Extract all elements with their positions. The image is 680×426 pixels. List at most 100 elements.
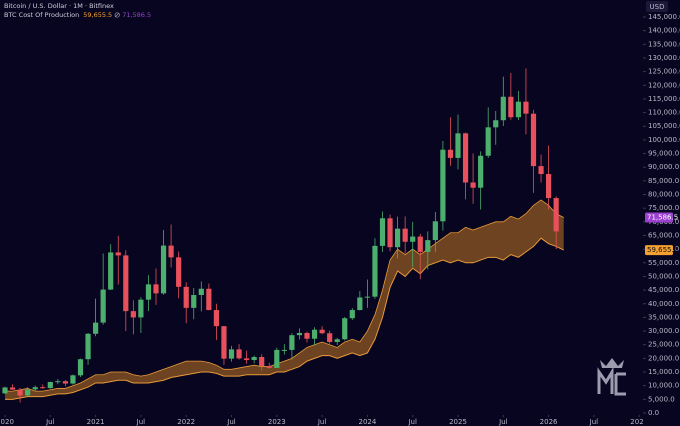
candle-body: [319, 329, 325, 334]
candle-body: [130, 311, 136, 318]
candle-body: [85, 333, 91, 360]
candle-body: [236, 349, 242, 359]
x-tick-label: Jul: [407, 418, 417, 426]
candle-body: [77, 359, 84, 376]
y-tick-label: 95,000.0: [648, 150, 679, 158]
y-tick-label: 35,000.0: [648, 313, 679, 321]
y-tick-label: 115,000.0: [648, 95, 680, 103]
x-tick-label: 2027: [630, 418, 648, 426]
candle-body: [17, 389, 23, 396]
x-tick-label: 2024: [358, 418, 376, 426]
candle-body: [357, 297, 363, 311]
candle-body: [402, 228, 408, 242]
watermark-logo: [597, 358, 626, 396]
candle-body: [259, 357, 265, 367]
price-tag-upper: [645, 212, 673, 223]
candle-body: [191, 295, 197, 308]
candle-body: [440, 149, 446, 222]
y-tick-label: 85,000.0: [648, 177, 679, 185]
x-tick-label: Jul: [317, 418, 327, 426]
x-tick-label: 2021: [87, 418, 105, 426]
cost-band-lower: [5, 237, 564, 400]
x-tick-label: 2026: [540, 418, 558, 426]
indicator-upper-value: 71,586.5: [122, 11, 151, 19]
candle-body: [206, 288, 212, 311]
candle-body: [379, 218, 386, 246]
y-tick-label: 90,000.0: [648, 163, 679, 171]
candle-body: [213, 310, 219, 327]
x-tick-label: Jul: [136, 418, 146, 426]
y-tick-label: 120,000.0: [648, 81, 680, 89]
candle-body: [395, 228, 401, 248]
candle-body: [530, 113, 537, 167]
candle-body: [334, 339, 340, 342]
candle-body: [485, 127, 491, 156]
y-tick-label: 30,000.0: [648, 327, 679, 335]
candle-body: [153, 284, 159, 294]
y-tick-label: 25,000.0: [648, 341, 679, 349]
candle-body: [176, 257, 182, 287]
candle-body: [311, 329, 318, 339]
candle-body: [523, 101, 529, 114]
x-tick-label: Jul: [45, 418, 55, 426]
candle-body: [493, 120, 499, 128]
hidden-icon: [114, 12, 120, 18]
indicator-lower-value: 59,655.5: [83, 11, 112, 19]
currency-box: [646, 1, 668, 12]
candle-body: [47, 382, 53, 389]
candle-body: [228, 349, 235, 359]
y-tick-label: 140,000.0: [648, 27, 680, 35]
candle-body: [281, 349, 287, 351]
x-tick-label: 2020: [0, 418, 14, 426]
candle-body: [123, 255, 129, 312]
price-tag-lower: [645, 245, 673, 256]
cost-band-fill: [5, 199, 564, 400]
candle-body: [168, 245, 174, 258]
candle-body: [349, 310, 355, 319]
y-tick-label: 0.0: [648, 409, 659, 417]
y-tick-label: 5,000.0: [648, 395, 675, 403]
candle-body: [372, 245, 378, 297]
price-tag-label-upper: 71,586.5: [647, 213, 678, 221]
y-tick-label: 15,000.0: [648, 368, 679, 376]
candle-body: [478, 155, 484, 188]
candle-body: [9, 387, 16, 390]
y-tick-label: 135,000.0: [648, 40, 680, 48]
y-tick-label: 10,000.0: [648, 382, 679, 390]
x-tick-label: Jul: [498, 418, 508, 426]
candle-body: [32, 387, 38, 390]
candle-body: [289, 335, 295, 350]
candle-body: [160, 245, 167, 294]
x-tick-label: 2023: [268, 418, 286, 426]
candle-body: [266, 366, 272, 368]
candle-body: [25, 389, 31, 396]
y-tick-label: 75,000.0: [648, 204, 679, 212]
candle-body: [198, 288, 204, 296]
y-tick-label: 55,000.0: [648, 259, 679, 267]
candle-body: [500, 96, 506, 121]
candle-body: [470, 182, 476, 188]
candle-body: [274, 349, 280, 368]
indicator-name: BTC Cost Of Production: [4, 11, 79, 19]
y-tick-label: 50,000.0: [648, 272, 679, 280]
x-tick-label: 2022: [177, 418, 195, 426]
y-tick-label: 130,000.0: [648, 54, 680, 62]
candle-body: [183, 286, 189, 308]
candle-body: [417, 236, 423, 252]
y-tick-label: 100,000.0: [648, 136, 680, 144]
candle-body: [40, 387, 46, 389]
candle-body: [364, 296, 370, 298]
candle-body: [387, 218, 393, 248]
candle-body: [432, 221, 438, 241]
candle-body: [70, 375, 76, 384]
candle-body: [244, 358, 250, 361]
y-tick-label: 20,000.0: [648, 354, 679, 362]
candle-body: [138, 299, 144, 318]
candle-body: [462, 133, 469, 183]
candle-body: [55, 381, 61, 383]
candle-body: [508, 96, 514, 118]
candle-body: [553, 198, 559, 232]
y-tick-label: 40,000.0: [648, 300, 679, 308]
